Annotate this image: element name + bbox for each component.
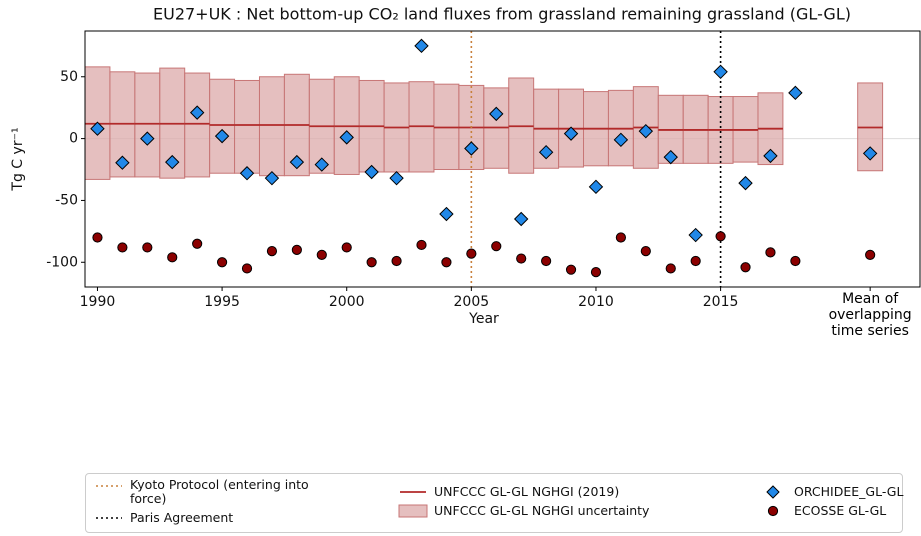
y-tick-label: 50 — [60, 69, 78, 85]
ecosse-point — [565, 264, 577, 275]
x-tick-label: 1990 — [80, 294, 116, 310]
orchidee-point — [389, 170, 404, 186]
orchidee-point — [140, 131, 155, 146]
ecosse-point — [765, 247, 776, 258]
orchidee-point — [115, 155, 130, 170]
ecosse-point — [117, 242, 128, 253]
legend-label: UNFCCC GL-GL NGHGI uncertainty — [434, 503, 650, 518]
legend-label: ORCHIDEE_GL-GL — [794, 484, 904, 499]
legend-marker — [766, 485, 780, 499]
chart-title: EU27+UK : Net bottom-up CO₂ land fluxes … — [153, 5, 851, 24]
orchidee-point — [489, 106, 504, 122]
orchidee-point — [339, 130, 354, 145]
orchidee-point — [613, 132, 629, 148]
orchidee-point — [663, 149, 678, 165]
orchidee-point — [788, 85, 803, 101]
orchidee-point — [289, 154, 305, 170]
legend-patch — [398, 504, 428, 518]
orchidee-point — [239, 166, 255, 181]
ecosse-point — [491, 241, 502, 252]
ecosse-point — [167, 252, 178, 263]
x-tick-label: 1995 — [204, 294, 240, 310]
ecosse-point — [640, 246, 651, 257]
uncertainty-box — [258, 76, 285, 177]
x-axis-label: Year — [468, 311, 499, 327]
ecosse-point — [690, 255, 701, 267]
orchidee-point — [738, 175, 753, 191]
ecosse-point — [416, 239, 427, 251]
uncertainty-box — [234, 79, 260, 174]
y-axis-label: Tg C yr⁻¹ — [10, 127, 26, 191]
ecosse-point — [291, 244, 302, 255]
ecosse-point — [216, 257, 228, 268]
ecosse-point — [715, 231, 726, 242]
uncertainty-box — [209, 78, 236, 174]
legend-swatch — [96, 485, 122, 487]
ecosse-point — [466, 248, 477, 259]
orchidee-point — [538, 144, 554, 160]
uncertainty-box — [184, 72, 211, 178]
x-tick-label: 2005 — [454, 294, 490, 310]
x-tick-label: 2010 — [578, 294, 614, 310]
y-tick-label: -50 — [55, 192, 78, 208]
legend-label: ECOSSE GL-GL — [794, 503, 887, 518]
legend-label: Paris Agreement — [130, 510, 234, 525]
legend-label: UNFCCC GL-GL NGHGI (2019) — [434, 484, 620, 499]
legend-swatch — [96, 517, 122, 519]
ecosse-point — [266, 246, 278, 257]
orchidee-point — [414, 38, 429, 54]
ecosse-point — [391, 255, 402, 267]
ecosse-point — [790, 255, 801, 267]
orchidee-point — [189, 105, 205, 120]
y-tick-label: -100 — [46, 254, 78, 270]
orchidee-point — [563, 126, 579, 141]
orchidee-point — [165, 154, 180, 170]
x-tick-label: 2000 — [329, 294, 365, 310]
x-tick-label: 2015 — [703, 294, 739, 310]
ecosse-point — [615, 232, 626, 243]
orchidee-point — [763, 148, 778, 164]
ecosse-point — [516, 253, 527, 264]
orchidee-point — [264, 170, 280, 186]
ecosse-point — [316, 249, 327, 260]
orchidee-point — [713, 64, 728, 80]
orchidee-point — [314, 157, 329, 172]
ecosse-point — [441, 257, 452, 268]
legend-swatch — [400, 491, 426, 493]
uncertainty-box — [134, 72, 161, 178]
orchidee-point — [214, 128, 230, 144]
orchidee-point — [638, 123, 654, 139]
plot-frame — [84, 30, 921, 288]
legend-label: Kyoto Protocol (entering into force) — [130, 477, 309, 506]
ecosse-point — [142, 242, 153, 253]
chart: EU27+UK : Net bottom-up CO₂ land fluxes … — [10, 5, 921, 327]
ecosse-point — [341, 242, 352, 253]
legend-swatch — [767, 505, 779, 517]
legend-swatch — [398, 504, 428, 518]
ecosse-point — [92, 232, 103, 243]
ecosse-point — [740, 262, 751, 273]
orchidee-point — [464, 141, 479, 156]
orchidee-point — [364, 164, 379, 180]
y-tick-label: 0 — [69, 131, 78, 147]
orchidee-point — [588, 179, 604, 195]
ecosse-point — [865, 249, 876, 260]
ecosse-point — [241, 263, 253, 274]
legend-swatch — [766, 485, 780, 499]
orchidee-point — [862, 146, 878, 161]
orchidee-point — [688, 227, 703, 243]
orchidee-point — [90, 121, 105, 136]
ecosse-point — [590, 267, 602, 278]
ecosse-point — [366, 257, 377, 268]
ecosse-point — [541, 255, 552, 267]
ecosse-point — [192, 238, 203, 249]
legend: Kyoto Protocol (entering into force) Pari… — [85, 473, 903, 533]
orchidee-point — [513, 211, 529, 227]
ecosse-point — [665, 263, 676, 274]
orchidee-point — [439, 206, 454, 222]
legend-marker — [767, 505, 779, 517]
x-tick-label: Mean of overlapping time series — [828, 291, 912, 339]
